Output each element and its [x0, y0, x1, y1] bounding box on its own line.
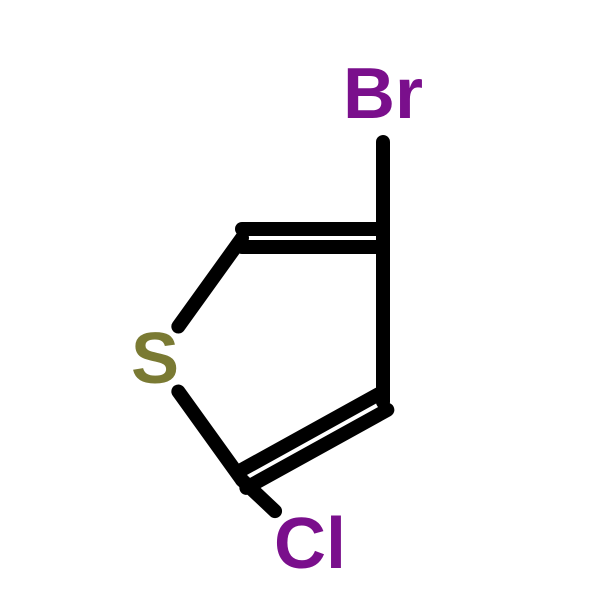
bonds [178, 142, 387, 511]
atom-br: Br [343, 54, 423, 134]
bond [178, 238, 242, 327]
atom-cl: Cl [274, 504, 346, 584]
atom-s: S [131, 319, 179, 399]
molecule-canvas: S Br Cl [0, 0, 600, 600]
bond [178, 391, 242, 480]
